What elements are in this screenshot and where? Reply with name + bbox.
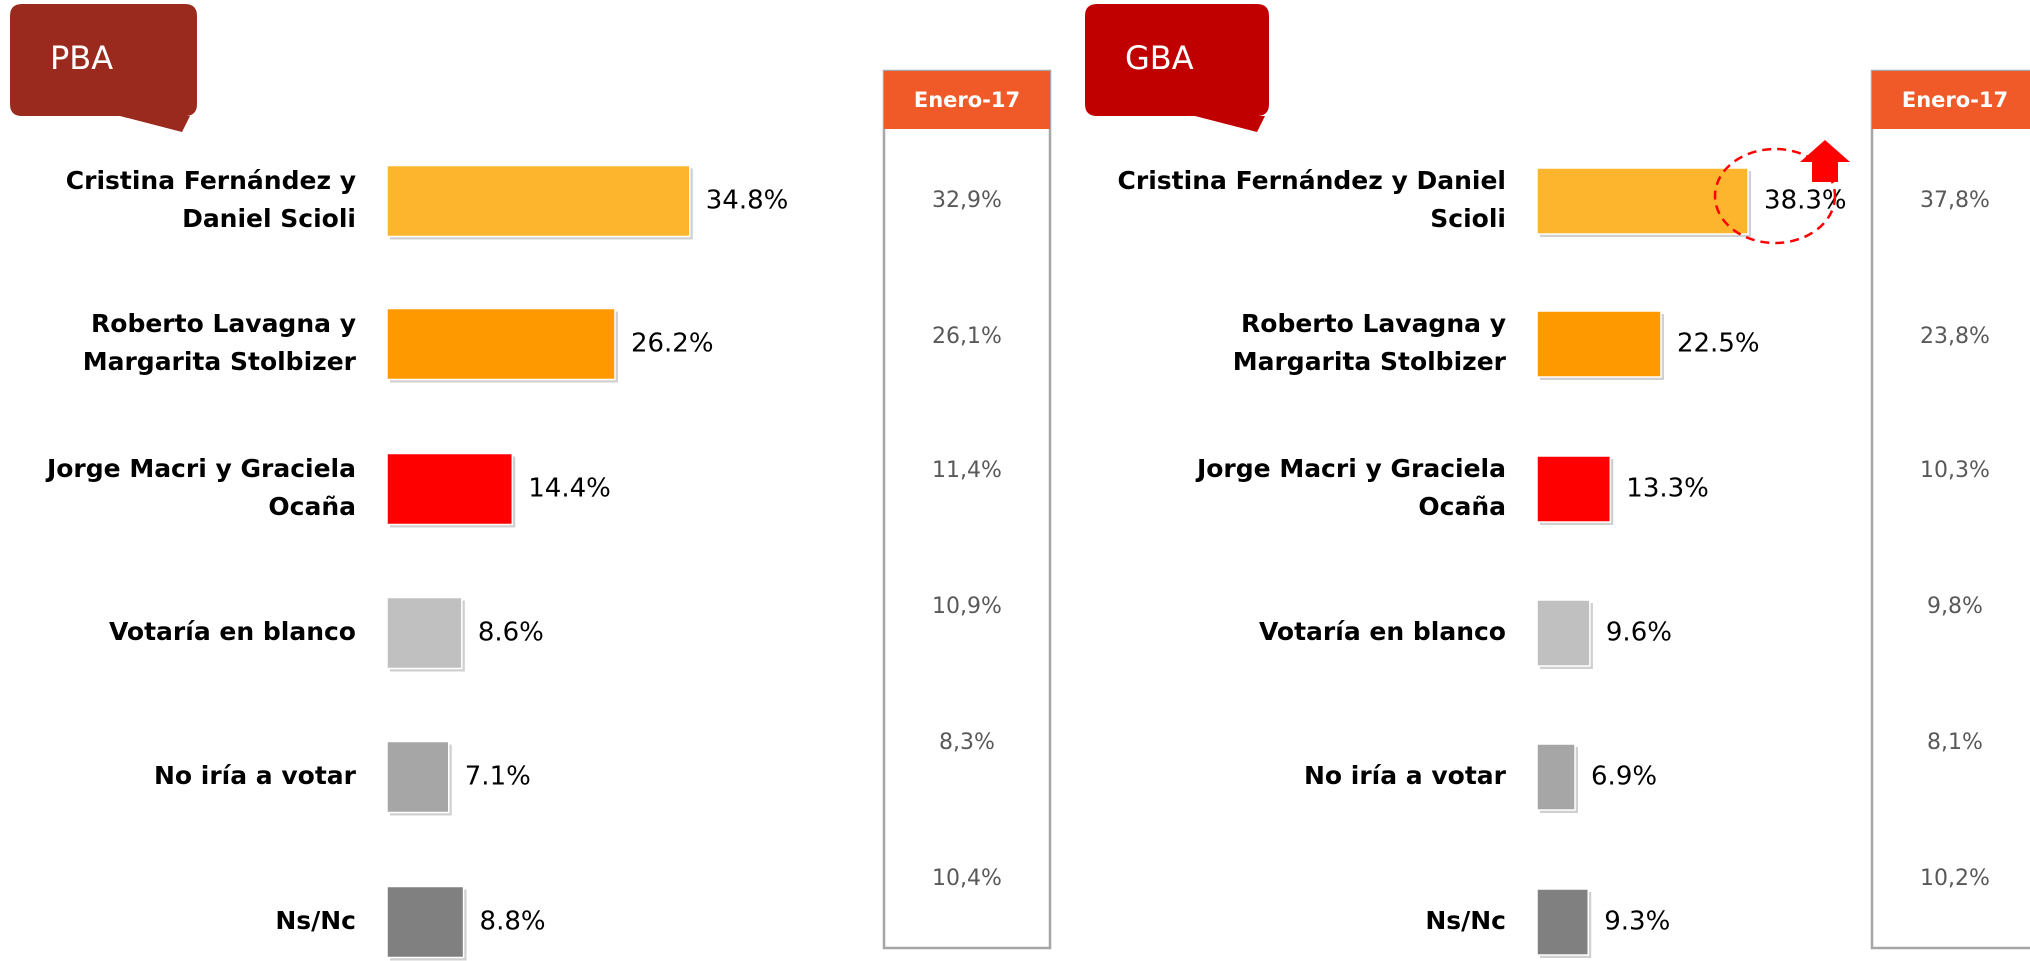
comparison-value: 9,8%: [1927, 594, 1983, 619]
title-tag: [10, 4, 197, 132]
value-label: 8.6%: [478, 618, 544, 648]
comparison-value: 10,2%: [1920, 866, 1990, 891]
comparison-value: 10,9%: [932, 594, 1002, 619]
comparison-header: Enero-17: [1902, 88, 2008, 112]
category-label: Ns/Nc: [275, 906, 356, 935]
comparison-value: 32,9%: [932, 188, 1002, 213]
comparison-value: 10,4%: [932, 866, 1002, 891]
chart-title: GBA: [1125, 39, 1194, 77]
value-label: 13.3%: [1626, 474, 1709, 504]
bar: [386, 740, 450, 814]
bar: [1536, 743, 1576, 811]
bar: [1536, 599, 1591, 667]
value-label: 38.3%: [1764, 186, 1847, 216]
category-label: Daniel Scioli: [182, 204, 356, 233]
bar: [1536, 310, 1662, 378]
category-label: Margarita Stolbizer: [1233, 347, 1507, 376]
category-label: Roberto Lavagna y: [91, 309, 356, 338]
value-label: 9.6%: [1606, 618, 1672, 648]
category-label: No iría a votar: [154, 761, 357, 790]
category-label: No iría a votar: [1304, 761, 1507, 790]
comparison-value: 8,3%: [939, 730, 995, 755]
bar: [386, 452, 514, 526]
category-label: Ocaña: [268, 492, 356, 521]
category-label: Margarita Stolbizer: [83, 347, 357, 376]
category-label: Ns/Nc: [1425, 906, 1506, 935]
comparison-value: 26,1%: [932, 324, 1002, 349]
comparison-value: 23,8%: [1920, 324, 1990, 349]
bar: [1536, 455, 1612, 523]
category-label: Scioli: [1430, 204, 1506, 233]
category-label: Cristina Fernández y: [66, 166, 356, 195]
bar: [386, 164, 691, 238]
comparison-box: [1870, 69, 2030, 950]
category-label: Jorge Macri y Graciela: [45, 454, 356, 483]
comparison-value: 11,4%: [932, 458, 1002, 483]
category-label: Votaría en blanco: [109, 617, 356, 646]
value-label: 34.8%: [706, 186, 789, 216]
bar: [386, 596, 463, 670]
bar: [386, 307, 616, 381]
value-label: 14.4%: [528, 474, 611, 504]
comparison-value: 10,3%: [1920, 458, 1990, 483]
category-label: Votaría en blanco: [1259, 617, 1506, 646]
value-label: 22.5%: [1677, 329, 1760, 359]
comparison-header: Enero-17: [914, 88, 1020, 112]
category-label: Roberto Lavagna y: [1241, 309, 1506, 338]
bar: [386, 885, 465, 959]
title-tag: [1085, 4, 1269, 132]
comparison-box: [882, 69, 1052, 950]
category-label: Ocaña: [1418, 492, 1506, 521]
category-label: Cristina Fernández y Daniel: [1118, 166, 1506, 195]
comparison-header-bg: [1872, 71, 2030, 129]
chart-title: PBA: [50, 39, 113, 77]
value-label: 6.9%: [1591, 762, 1657, 792]
value-label: 8.8%: [480, 907, 546, 937]
value-label: 7.1%: [465, 762, 531, 792]
category-label: Jorge Macri y Graciela: [1195, 454, 1506, 483]
bar: [1536, 888, 1589, 956]
comparison-value: 8,1%: [1927, 730, 1983, 755]
bar: [1536, 167, 1749, 235]
value-label: 26.2%: [631, 329, 714, 359]
value-label: 9.3%: [1604, 907, 1670, 937]
highlight-circle: [1713, 147, 1837, 245]
comparison-value: 37,8%: [1920, 188, 1990, 213]
up-arrow: [1800, 140, 1850, 182]
comparison-header-bg: [884, 71, 1050, 129]
